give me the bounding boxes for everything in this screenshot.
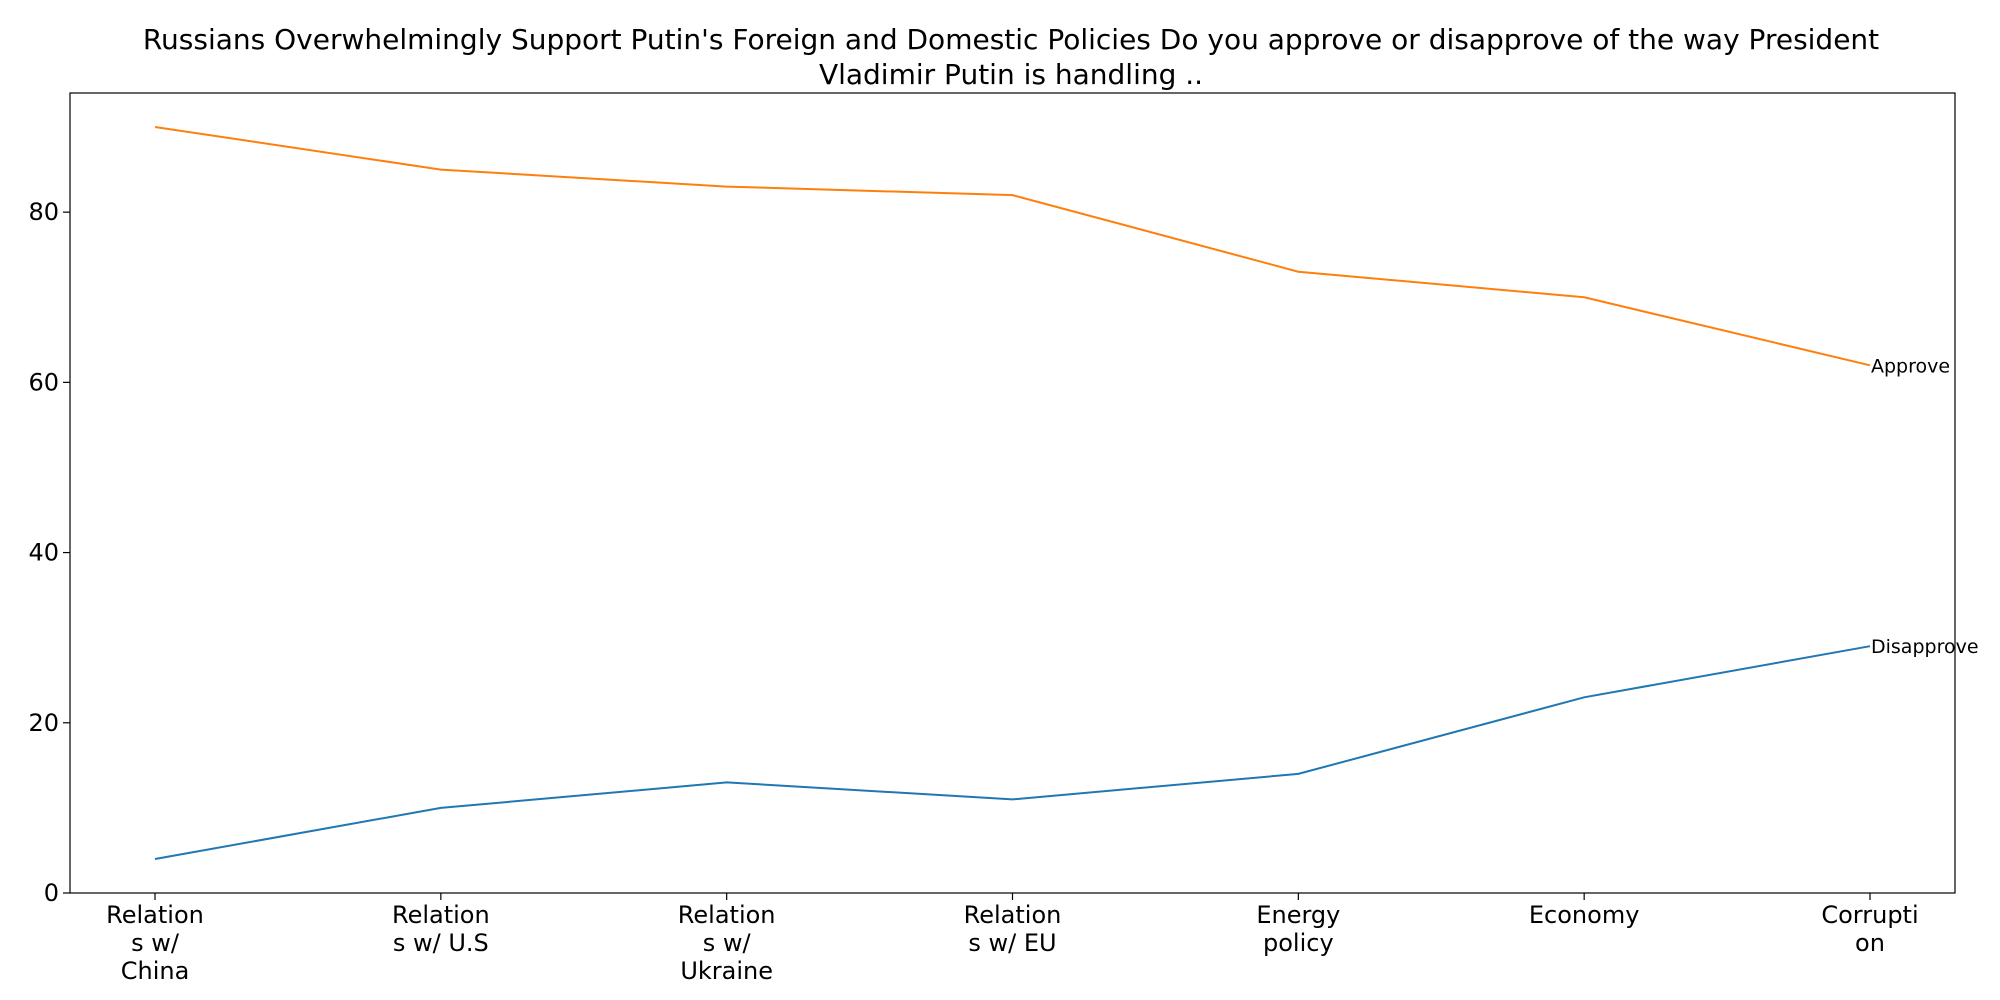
series-layer: Approve Disapprove xyxy=(154,126,1979,860)
approve-series-line xyxy=(154,126,1871,367)
disapprove-series-line xyxy=(154,645,1871,860)
x-axis: Relation s w/China Relation s w/ U.S Relatio… xyxy=(106,893,1919,985)
x-tick-label: Corrupti on xyxy=(1821,901,1918,957)
x-tick-label: Relation s w/ EU xyxy=(964,901,1062,957)
y-tick-label: 20 xyxy=(28,709,59,737)
x-tick-label: Economy xyxy=(1529,901,1640,929)
y-axis: 0 20 40 60 80 xyxy=(28,198,70,907)
chart-title-line-1: Russians Overwhelmingly Support Putin's … xyxy=(143,23,1879,56)
x-tick-label: Energy policy xyxy=(1256,901,1340,957)
approve-series-label: Approve xyxy=(1871,355,1950,377)
y-tick-label: 60 xyxy=(28,368,59,396)
x-tick-label: Relation s w/ U.S xyxy=(392,901,490,957)
plot-area xyxy=(69,92,1956,894)
x-tick-label: Relation s w/China xyxy=(106,901,204,985)
disapprove-series-label: Disapprove xyxy=(1871,636,1979,658)
y-tick-label: 80 xyxy=(28,198,59,226)
y-tick-label: 0 xyxy=(44,879,59,907)
y-tick-label: 40 xyxy=(28,539,59,567)
x-tick-label: Relation s w/Ukraine xyxy=(678,901,776,985)
chart-title-line-2: Vladimir Putin is handling .. xyxy=(819,58,1203,91)
